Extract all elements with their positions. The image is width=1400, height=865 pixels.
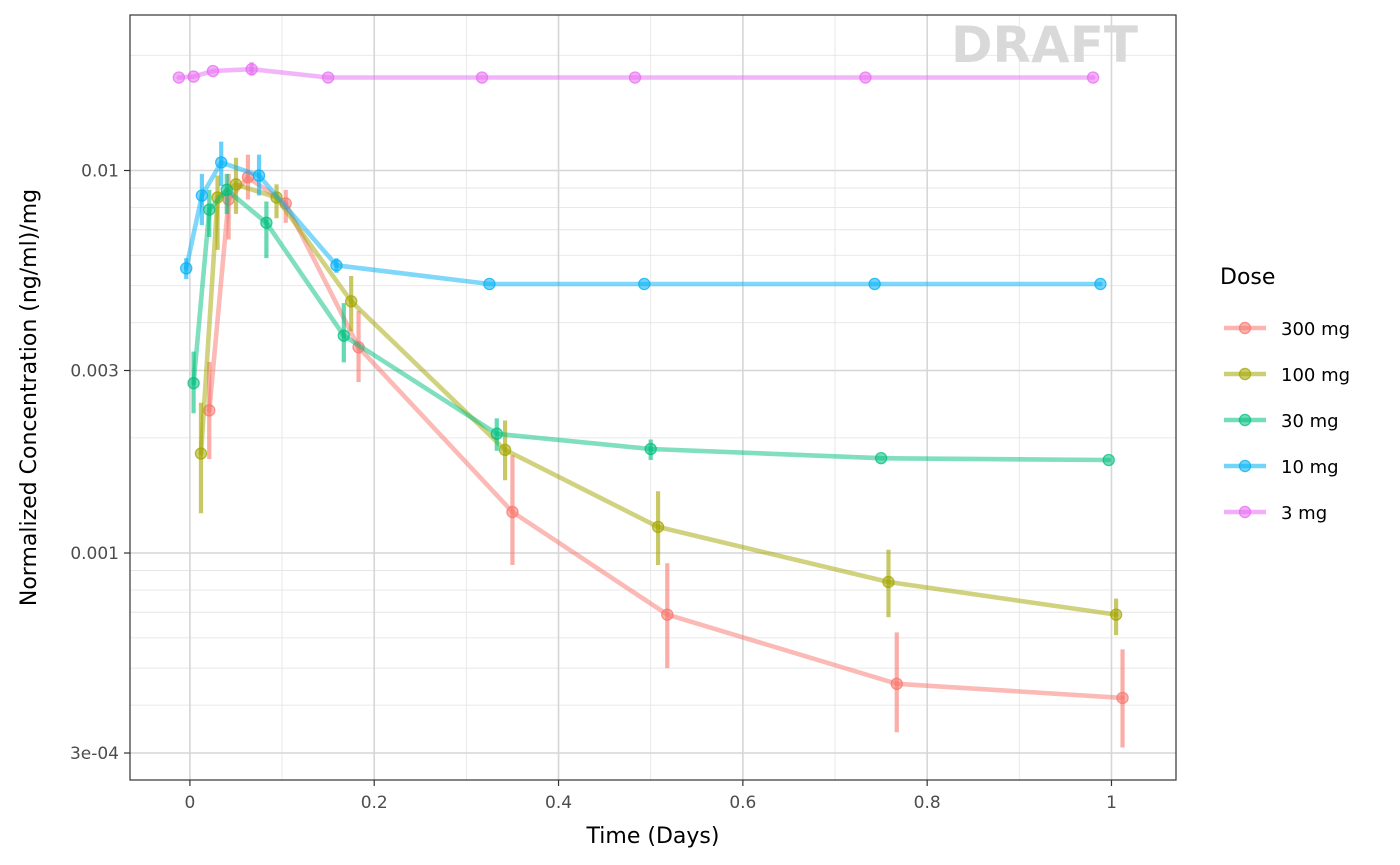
data-point: [1086, 71, 1100, 84]
legend-item-10-mg: 10 mg: [1224, 457, 1339, 478]
data-point: [874, 451, 888, 465]
data-point: [180, 262, 193, 275]
major-gridlines: [130, 15, 1176, 780]
data-point: [1102, 453, 1115, 467]
minor-gridlines: [130, 15, 1176, 780]
y-tick-label: 3e-04: [70, 744, 119, 764]
data-point: [245, 63, 258, 76]
series-3-mg: [172, 62, 1100, 84]
data-point: [194, 447, 208, 460]
data-point: [330, 259, 343, 272]
legend-label: 30 mg: [1281, 411, 1339, 432]
data-point: [638, 277, 651, 291]
x-tick-label: 0: [184, 793, 195, 813]
x-tick-label: 0.8: [914, 793, 941, 813]
series-layer: [172, 62, 1129, 748]
legend-item-100-mg: 100 mg: [1224, 365, 1350, 386]
legend-item-3-mg: 3 mg: [1224, 503, 1327, 524]
data-point: [859, 71, 872, 84]
data-point: [644, 442, 657, 456]
legend-item-30-mg: 30 mg: [1224, 411, 1339, 432]
legend-label: 3 mg: [1281, 503, 1327, 524]
x-tick-label: 0.6: [729, 793, 756, 813]
data-point: [344, 295, 358, 308]
data-point: [882, 575, 895, 589]
data-point: [187, 70, 200, 83]
data-point: [195, 189, 209, 202]
data-point: [628, 71, 642, 84]
x-tick-label: 0.2: [361, 793, 388, 813]
legend-key-point: [1238, 505, 1252, 519]
watermark-text: DRAFT: [951, 16, 1138, 74]
data-point: [215, 156, 228, 169]
panel-border: [129, 14, 1177, 781]
data-point: [220, 183, 233, 197]
y-axis-title: Normalized Concentration (ng/ml)/mg: [17, 189, 42, 606]
legend-label: 100 mg: [1281, 365, 1350, 386]
data-point: [1094, 277, 1107, 291]
x-tick-label: 0.4: [545, 793, 572, 813]
data-point: [506, 505, 519, 519]
legend: Dose 300 mg 100 mg 30 mg 10 mg 3 mg: [1220, 265, 1350, 524]
legend-label: 300 mg: [1281, 319, 1350, 340]
data-point: [490, 427, 503, 440]
data-point: [252, 169, 266, 182]
data-point: [337, 329, 351, 342]
data-point: [187, 376, 200, 390]
x-axis: 0 0.2 0.4 0.6 0.8 1: [184, 780, 1117, 813]
data-point: [661, 608, 674, 621]
legend-key-point: [1238, 367, 1252, 381]
data-point: [260, 216, 273, 229]
y-tick-label: 0.01: [81, 162, 119, 182]
data-point: [1109, 608, 1123, 621]
y-tick-label: 0.001: [70, 544, 119, 564]
data-point: [321, 71, 335, 84]
legend-key-point: [1238, 321, 1252, 335]
data-point: [206, 64, 220, 78]
data-point: [483, 277, 496, 291]
series-30-mg: [187, 173, 1115, 467]
data-point: [203, 203, 216, 216]
y-tick-label: 0.003: [70, 362, 119, 382]
series-10-mg: [180, 141, 1107, 291]
data-point: [868, 277, 881, 291]
legend-label: 10 mg: [1281, 457, 1339, 478]
data-point: [1116, 691, 1129, 705]
legend-item-300-mg: 300 mg: [1224, 319, 1350, 340]
data-point: [172, 71, 186, 84]
data-point: [498, 443, 512, 457]
x-tick-label: 1: [1106, 793, 1117, 813]
data-point: [475, 71, 489, 84]
legend-key-point: [1238, 459, 1252, 473]
y-axis: 3e-04 0.001 0.003 0.01: [70, 162, 130, 764]
legend-title: Dose: [1220, 265, 1275, 290]
data-point: [229, 178, 243, 191]
x-axis-title: Time (Days): [586, 824, 720, 849]
legend-key-point: [1238, 413, 1252, 427]
data-point: [890, 677, 903, 691]
data-point: [651, 520, 665, 534]
